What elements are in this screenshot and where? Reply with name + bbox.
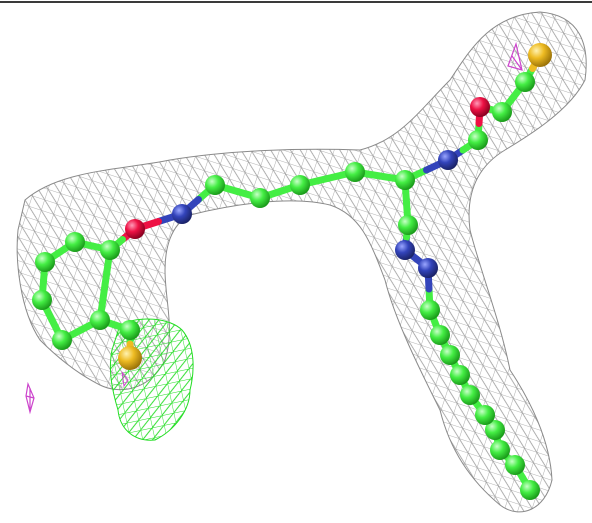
oxygen-atom bbox=[125, 219, 145, 239]
sulfur-atom bbox=[118, 346, 142, 370]
atoms bbox=[32, 43, 552, 500]
carbon-atom bbox=[52, 330, 72, 350]
carbon-atom bbox=[398, 215, 418, 235]
carbon-atom bbox=[395, 170, 415, 190]
carbon-atom bbox=[450, 365, 470, 385]
carbon-atom bbox=[100, 240, 120, 260]
carbon-atom bbox=[505, 455, 525, 475]
carbon-atom bbox=[485, 420, 505, 440]
nitrogen-atom bbox=[418, 258, 438, 278]
carbon-atom bbox=[32, 290, 52, 310]
carbon-atom bbox=[420, 300, 440, 320]
carbon-atom bbox=[205, 175, 225, 195]
carbon-atom bbox=[430, 325, 450, 345]
carbon-atom bbox=[290, 175, 310, 195]
carbon-atom bbox=[492, 102, 512, 122]
carbon-atom bbox=[250, 188, 270, 208]
nitrogen-atom bbox=[172, 204, 192, 224]
carbon-atom bbox=[475, 405, 495, 425]
carbon-atom bbox=[468, 130, 488, 150]
carbon-atom bbox=[460, 385, 480, 405]
carbon-atom bbox=[440, 345, 460, 365]
magenta-mesh-small bbox=[121, 371, 129, 388]
carbon-atom bbox=[90, 310, 110, 330]
carbon-atom bbox=[515, 72, 535, 92]
carbon-atom bbox=[345, 162, 365, 182]
carbon-atom bbox=[35, 252, 55, 272]
nitrogen-atom bbox=[438, 150, 458, 170]
oxygen-atom bbox=[470, 97, 490, 117]
magenta-mesh-left bbox=[25, 381, 35, 415]
carbon-atom bbox=[520, 480, 540, 500]
difference-density-negative bbox=[25, 41, 523, 415]
magenta-mesh-top-right bbox=[507, 41, 523, 71]
sulfur-atom bbox=[528, 43, 552, 67]
carbon-atom bbox=[65, 232, 85, 252]
nitrogen-atom bbox=[395, 240, 415, 260]
carbon-atom bbox=[490, 440, 510, 460]
carbon-atom bbox=[120, 320, 140, 340]
